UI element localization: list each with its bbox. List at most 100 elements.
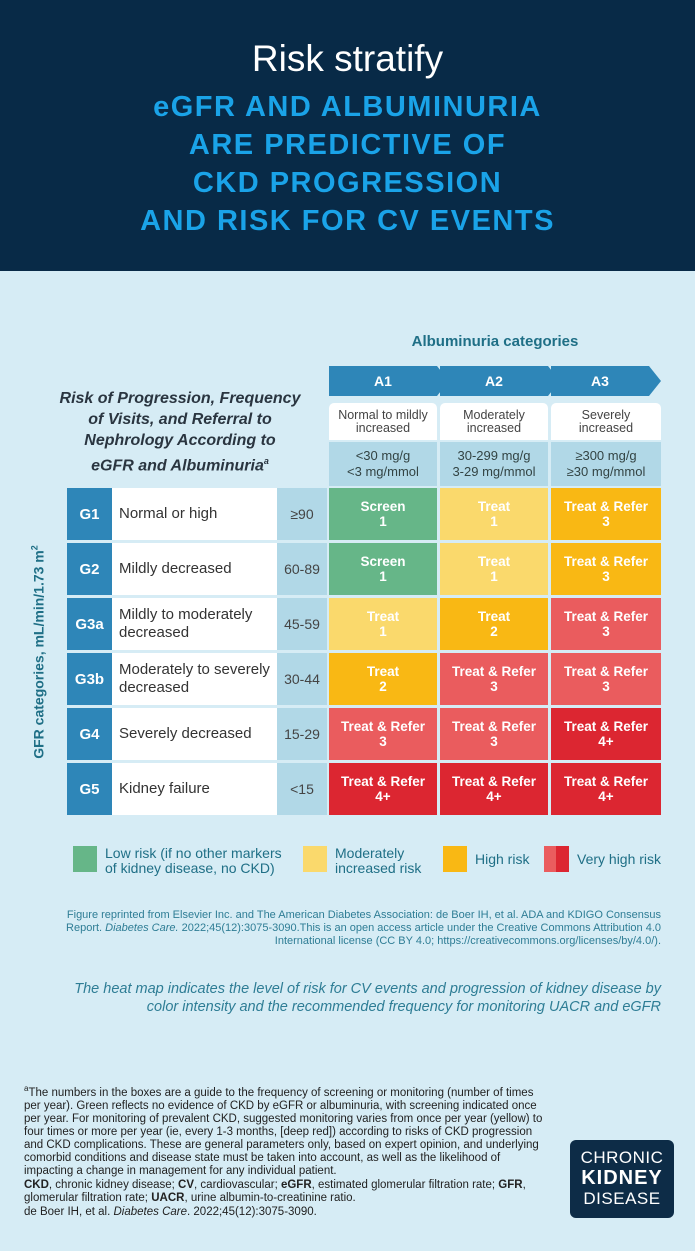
column-range-a1: <30 mg/g <3 mg/mmol [329, 442, 437, 486]
column-code-a2: A2 [440, 366, 560, 396]
logo-line: CHRONIC [580, 1148, 664, 1167]
gfr-axis-sup: 2 [29, 545, 40, 551]
footnote-paragraph: aThe numbers in the boxes are a guide to… [24, 1082, 552, 1178]
risk-cell-action: Screen [360, 554, 406, 569]
column-code-a1: A1 [329, 366, 449, 396]
gfr-range: 45-59 [277, 598, 327, 650]
abbr-term: GFR [498, 1178, 523, 1191]
risk-cell: Treat & Refer 4+ [440, 763, 548, 815]
legend-line: increased risk [335, 860, 422, 876]
column-range-line: 3-29 mg/mmol [452, 464, 536, 479]
risk-cell: Treat & Refer 3 [551, 543, 661, 595]
column-desc-line: increased [578, 420, 634, 435]
gfr-axis-text: GFR categories, mL/min/1.73 m [30, 550, 47, 759]
risk-cell-action: Treat [477, 499, 511, 514]
risk-heading-line: eGFR and Albuminuriaa [55, 451, 305, 476]
gfr-description: Moderately to severely decreased [112, 653, 277, 705]
legend-moderate-swatch [303, 846, 327, 872]
logo-line: KIDNEY [581, 1167, 663, 1189]
reference-text: . 2022;45(12):3075-3090. [187, 1205, 317, 1218]
risk-cell: Treat 2 [440, 598, 548, 650]
subtitle-line: ARE PREDICTIVE OF [188, 129, 507, 161]
legend-line: Low risk (if no other markers [105, 845, 282, 861]
column-desc-line: increased [355, 420, 411, 435]
risk-cell: Treat & Refer 4+ [551, 708, 661, 760]
reference-text: de Boer IH, et al. [24, 1205, 114, 1218]
albuminuria-title: Albuminuria categories [411, 333, 579, 350]
risk-cell-action: Treat & Refer [563, 554, 649, 569]
risk-cell: Treat & Refer 3 [551, 488, 661, 540]
legend-moderate-label: Moderately increased risk [335, 846, 421, 876]
gfr-code-g2: G2 [67, 543, 112, 595]
risk-cell-frequency: 1 [379, 514, 387, 529]
risk-heading-line: Nephrology According to [84, 432, 276, 449]
legend-high-label: High risk [475, 851, 530, 867]
gfr-range: ≥90 [277, 488, 327, 540]
legend-low-swatch [73, 846, 97, 872]
abbr-term: eGFR [280, 1178, 312, 1191]
risk-cell-action: Treat & Refer [563, 499, 649, 514]
credit-line: Figure reprinted from Elsevier Inc. and … [66, 909, 661, 921]
risk-cell-action: Screen [360, 499, 406, 514]
legend-line: Moderately [335, 845, 405, 861]
risk-cell: Treat & Refer 4+ [551, 763, 661, 815]
legend-very-high-swatch-light [544, 846, 556, 872]
risk-cell: Treat & Refer 4+ [329, 763, 437, 815]
legend-low-label: Low risk (if no other markers of kidney d… [105, 846, 282, 876]
header-title: Risk stratify [251, 38, 444, 79]
footnote-sup: a [24, 1084, 29, 1093]
reference: de Boer IH, et al. Diabetes Care. 2022;4… [24, 1206, 552, 1219]
abbr-definition: , chronic kidney disease; [48, 1178, 179, 1191]
abbr-term: CKD [24, 1178, 49, 1191]
risk-cell-frequency: 2 [490, 624, 498, 639]
risk-cell-frequency: 4+ [598, 734, 614, 749]
gfr-description: Normal or high [112, 488, 277, 540]
risk-cell-action: Treat [477, 609, 511, 624]
risk-cell-action: Treat & Refer [563, 774, 649, 789]
abbr-definition: , glomerular filtration rate; [24, 1178, 526, 1204]
risk-heading: Risk of Progression, Frequency of Visits… [55, 388, 305, 476]
risk-cell: Treat & Refer 3 [551, 598, 661, 650]
risk-cell-action: Treat & Refer [563, 664, 649, 679]
risk-cell-action: Treat [477, 554, 511, 569]
risk-cell: Screen 1 [329, 488, 437, 540]
risk-cell: Treat & Refer 3 [329, 708, 437, 760]
column-desc-a3: Severely increased [551, 403, 661, 440]
gfr-description: Mildly to moderately decreased [112, 598, 277, 650]
risk-cell-action: Treat & Refer [563, 609, 649, 624]
column-range-line: <30 mg/g [355, 448, 411, 463]
risk-cell: Treat 1 [440, 543, 548, 595]
footnote: aThe numbers in the boxes are a guide to… [24, 1082, 552, 1220]
legend-very-high-label: Very high risk [577, 851, 662, 867]
risk-cell-frequency: 3 [602, 569, 610, 584]
header-banner: Risk stratify eGFR AND ALBUMINURIA ARE P… [0, 0, 695, 271]
footnote-text: The numbers in the boxes are a guide to … [24, 1086, 543, 1177]
gfr-range: <15 [277, 763, 327, 815]
subtitle-line: eGFR AND ALBUMINURIA [153, 91, 542, 123]
gfr-description: Kidney failure [112, 763, 277, 815]
risk-cell: Treat & Refer 3 [440, 708, 548, 760]
risk-heading-line: Risk of Progression, Frequency [59, 390, 301, 407]
legend-line: of kidney disease, no CKD) [105, 860, 275, 876]
credit-text: 2022;45(12):3075-3090.This is an open ac… [178, 922, 661, 934]
gfr-range: 15-29 [277, 708, 327, 760]
risk-heading-line: of Visits, and Referral to [88, 411, 272, 428]
risk-heading-text: eGFR and Albuminuria [91, 457, 264, 475]
risk-cell-frequency: 3 [379, 734, 387, 749]
column-range-line: <3 mg/mmol [347, 464, 419, 479]
risk-cell: Treat & Refer 3 [440, 653, 548, 705]
abbr-term: CV [178, 1178, 195, 1191]
legend-very-high-swatch-dark [556, 846, 569, 872]
risk-cell-frequency: 1 [490, 569, 498, 584]
gfr-description: Mildly decreased [112, 543, 277, 595]
chronic-kidney-disease-logo: CHRONIC KIDNEY DISEASE [570, 1140, 674, 1218]
credit-text: Report. [66, 922, 106, 934]
subtitle-line: CKD PROGRESSION [192, 167, 503, 199]
column-code-a3: A3 [551, 366, 661, 396]
risk-cell: Treat 1 [329, 598, 437, 650]
abbr-term: UACR [151, 1191, 185, 1204]
risk-cell-action: Treat & Refer [451, 774, 537, 789]
gfr-range: 60-89 [277, 543, 327, 595]
risk-cell: Treat 1 [440, 488, 548, 540]
risk-cell-frequency: 1 [379, 624, 387, 639]
